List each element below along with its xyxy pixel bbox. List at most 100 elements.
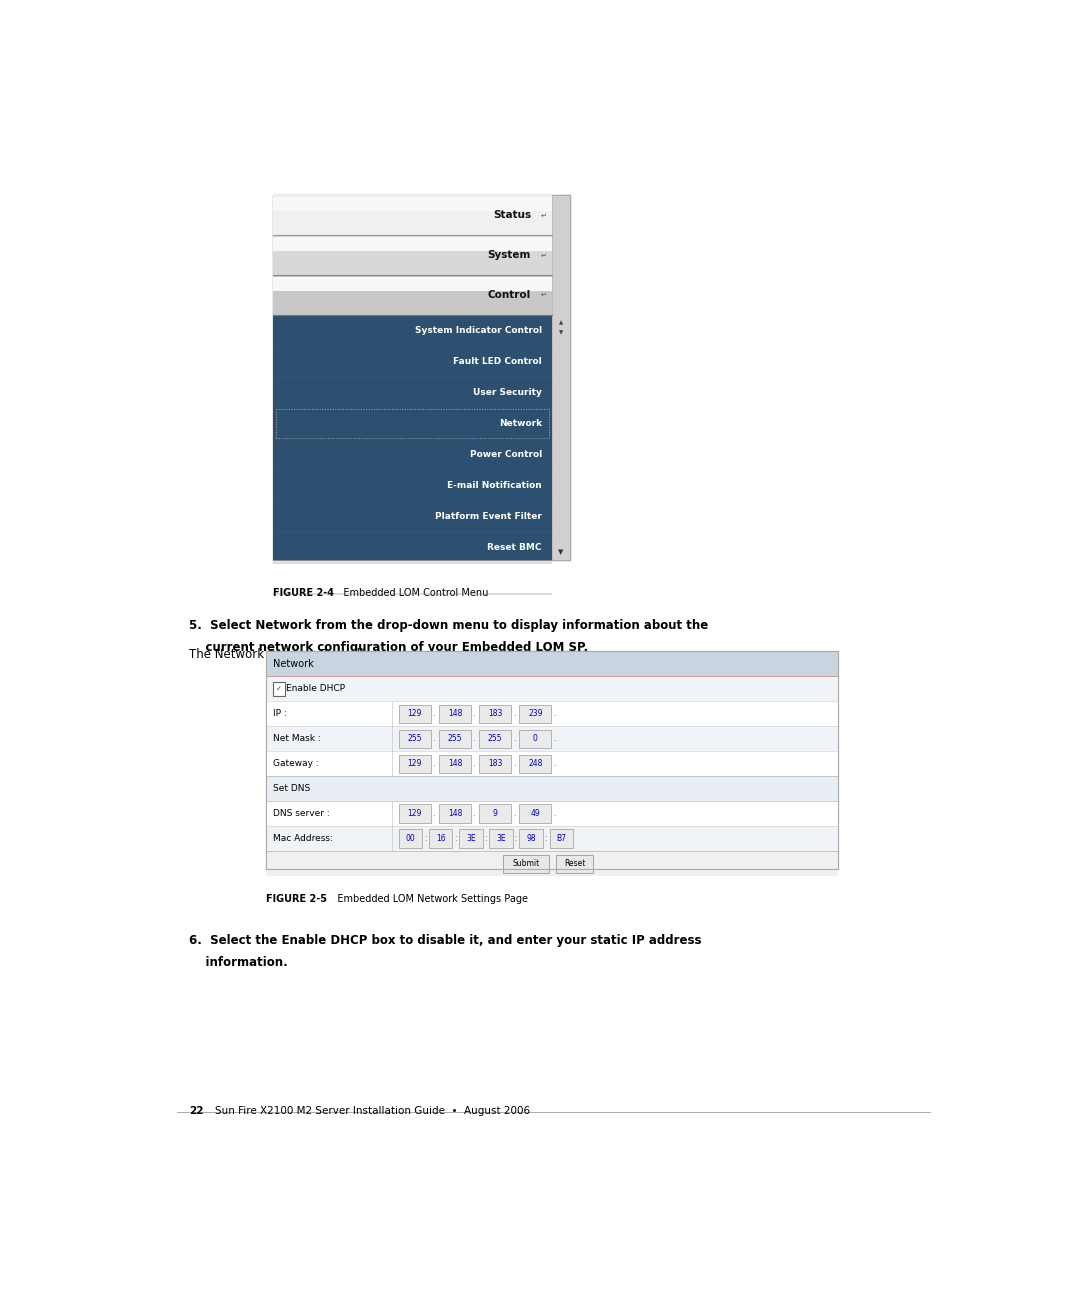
Text: 148: 148 bbox=[448, 759, 462, 769]
Text: :: : bbox=[424, 835, 427, 844]
Text: .: . bbox=[432, 759, 435, 769]
Text: .: . bbox=[553, 709, 555, 718]
Bar bbox=[399, 805, 431, 823]
Bar bbox=[267, 726, 838, 752]
Bar bbox=[267, 752, 838, 776]
Text: Control: Control bbox=[488, 290, 531, 301]
Bar bbox=[429, 829, 453, 848]
Text: Embedded LOM Control Menu: Embedded LOM Control Menu bbox=[334, 587, 488, 597]
Text: ↵: ↵ bbox=[541, 253, 546, 258]
Bar bbox=[267, 826, 838, 851]
Bar bbox=[267, 851, 838, 876]
Text: Fault LED Control: Fault LED Control bbox=[453, 358, 542, 365]
Text: 5.  Select Network from the drop-down menu to display information about the: 5. Select Network from the drop-down men… bbox=[189, 618, 708, 631]
Bar bbox=[267, 652, 838, 870]
Text: ▼: ▼ bbox=[558, 548, 564, 555]
Text: .: . bbox=[513, 759, 515, 769]
Bar bbox=[267, 701, 838, 726]
Bar bbox=[399, 754, 431, 772]
Bar bbox=[503, 854, 549, 872]
Text: Set DNS: Set DNS bbox=[273, 784, 310, 793]
Text: Embedded LOM Network Settings Page: Embedded LOM Network Settings Page bbox=[327, 894, 527, 905]
Text: 22: 22 bbox=[189, 1105, 204, 1116]
Text: Reset: Reset bbox=[564, 859, 585, 868]
Bar bbox=[519, 705, 551, 723]
Text: ↵: ↵ bbox=[541, 213, 546, 219]
Text: Gateway :: Gateway : bbox=[273, 759, 319, 769]
Text: ▲: ▲ bbox=[559, 320, 563, 325]
Text: .: . bbox=[473, 809, 475, 818]
Text: FIGURE 2-5: FIGURE 2-5 bbox=[267, 894, 327, 905]
Bar bbox=[459, 829, 483, 848]
Bar bbox=[273, 237, 552, 251]
Text: IP :: IP : bbox=[273, 709, 287, 718]
Text: 239: 239 bbox=[528, 709, 542, 718]
Bar bbox=[480, 705, 511, 723]
Text: .: . bbox=[473, 759, 475, 769]
Bar bbox=[519, 829, 543, 848]
Bar bbox=[273, 277, 552, 292]
Text: .: . bbox=[432, 709, 435, 718]
Bar bbox=[273, 236, 552, 275]
Bar bbox=[440, 705, 471, 723]
Bar bbox=[480, 754, 511, 772]
Text: 3E: 3E bbox=[496, 835, 505, 844]
Text: 129: 129 bbox=[407, 709, 422, 718]
Text: 129: 129 bbox=[407, 759, 422, 769]
Text: SSL Configuration: SSL Configuration bbox=[450, 604, 542, 613]
Bar bbox=[480, 805, 511, 823]
Text: 255: 255 bbox=[448, 735, 462, 744]
Bar bbox=[267, 677, 838, 701]
Text: Power Control: Power Control bbox=[470, 450, 542, 459]
Text: Status: Status bbox=[492, 210, 531, 220]
Text: Network: Network bbox=[273, 658, 314, 669]
Text: 255: 255 bbox=[407, 735, 422, 744]
Text: 248: 248 bbox=[528, 759, 542, 769]
Text: User Security: User Security bbox=[473, 388, 542, 397]
Text: .: . bbox=[513, 809, 515, 818]
Text: Enable DHCP: Enable DHCP bbox=[286, 684, 346, 693]
Text: 0: 0 bbox=[532, 735, 538, 744]
Bar bbox=[440, 805, 471, 823]
Bar bbox=[273, 315, 552, 560]
Text: ↵: ↵ bbox=[541, 292, 546, 298]
Text: 148: 148 bbox=[448, 709, 462, 718]
Bar bbox=[489, 829, 513, 848]
Text: .: . bbox=[513, 735, 515, 744]
Text: FIGURE 2-4: FIGURE 2-4 bbox=[273, 587, 334, 597]
Bar bbox=[267, 652, 838, 870]
Text: 255: 255 bbox=[488, 735, 502, 744]
Text: Mac Address:: Mac Address: bbox=[273, 835, 333, 844]
Text: E-mail Notification: E-mail Notification bbox=[447, 481, 542, 490]
Bar bbox=[555, 854, 593, 872]
Bar bbox=[519, 805, 551, 823]
Text: 148: 148 bbox=[448, 809, 462, 818]
Text: DNS server :: DNS server : bbox=[273, 809, 329, 818]
Bar bbox=[273, 196, 552, 236]
Bar bbox=[273, 275, 552, 315]
Bar bbox=[519, 730, 551, 748]
Text: .: . bbox=[432, 809, 435, 818]
Text: .: . bbox=[553, 735, 555, 744]
Bar bbox=[267, 776, 838, 801]
Text: .: . bbox=[473, 735, 475, 744]
Text: .: . bbox=[513, 709, 515, 718]
Text: .: . bbox=[553, 759, 555, 769]
Text: Net Mask :: Net Mask : bbox=[273, 735, 321, 744]
Text: 98: 98 bbox=[526, 835, 536, 844]
Bar bbox=[275, 410, 550, 438]
Bar bbox=[480, 730, 511, 748]
Bar bbox=[273, 682, 285, 696]
Bar bbox=[399, 730, 431, 748]
Text: 16: 16 bbox=[436, 835, 446, 844]
Text: System: System bbox=[487, 250, 531, 260]
Bar bbox=[267, 801, 838, 826]
Text: :: : bbox=[544, 835, 546, 844]
Text: current network configuration of your Embedded LOM SP.: current network configuration of your Em… bbox=[189, 640, 589, 653]
Bar bbox=[519, 754, 551, 772]
Text: 6.  Select the Enable DHCP box to disable it, and enter your static IP address: 6. Select the Enable DHCP box to disable… bbox=[189, 934, 702, 947]
Bar bbox=[440, 754, 471, 772]
Text: 183: 183 bbox=[488, 759, 502, 769]
Text: 3E: 3E bbox=[467, 835, 475, 844]
Text: :: : bbox=[454, 835, 457, 844]
